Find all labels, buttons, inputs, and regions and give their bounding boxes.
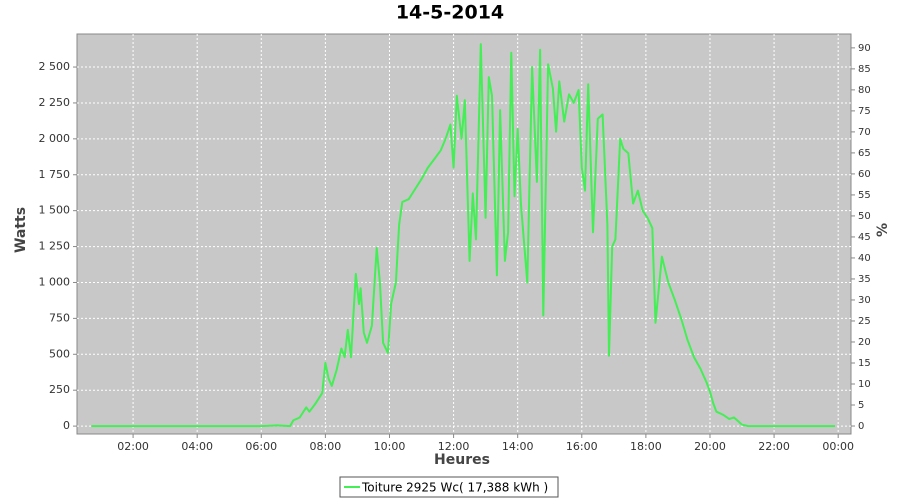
y2-axis-title: % [875, 223, 891, 237]
y-tick-label: 750 [49, 311, 70, 324]
y2-tick-label: 85 [858, 64, 871, 75]
y-tick-label: 2 500 [39, 60, 71, 73]
y2-tick-label: 15 [858, 358, 871, 369]
y2-tick-label: 60 [858, 169, 871, 180]
x-tick-label: 04:00 [181, 440, 213, 453]
legend [339, 476, 559, 498]
y-tick-label: 0 [63, 419, 70, 432]
y-tick-label: 250 [49, 383, 70, 396]
x-tick-label: 00:00 [822, 440, 854, 453]
x-tick-label: 22:00 [758, 440, 790, 453]
y2-tick-label: 50 [858, 211, 871, 222]
chart-title: 14-5-2014 [396, 2, 504, 24]
y2-tick-label: 80 [858, 85, 871, 96]
y2-tick-label: 40 [858, 253, 871, 264]
x-tick-label: 14:00 [502, 440, 534, 453]
legend-label: Toiture 2925 Wc( 17,388 kWh ) [361, 481, 548, 495]
x-tick-label: 02:00 [117, 440, 149, 453]
y2-tick-label: 30 [858, 295, 871, 306]
x-tick-label: 10:00 [374, 440, 406, 453]
y2-tick-label: 65 [858, 148, 871, 159]
x-tick-label: 12:00 [438, 440, 470, 453]
y2-tick-label: 10 [858, 379, 871, 390]
y-tick-label: 2 000 [39, 132, 71, 145]
x-tick-label: 06:00 [245, 440, 277, 453]
x-axis-title: Heures [434, 452, 490, 468]
y2-tick-label: 90 [858, 43, 871, 54]
y2-tick-label: 0 [858, 421, 864, 432]
y2-tick-label: 25 [858, 316, 871, 327]
y2-tick-label: 75 [858, 106, 871, 117]
x-tick-label: 08:00 [310, 440, 342, 453]
y-axis-title: Watts [13, 207, 29, 253]
data-line [91, 43, 835, 428]
y-tick-label: 500 [49, 347, 70, 360]
plot-area [76, 33, 852, 435]
y-tick-label: 1 000 [39, 275, 71, 288]
x-tick-label: 16:00 [566, 440, 598, 453]
y2-tick-label: 45 [858, 232, 871, 243]
y2-tick-label: 5 [858, 400, 864, 411]
x-tick-label: 18:00 [630, 440, 662, 453]
y2-tick-label: 35 [858, 274, 871, 285]
y-tick-label: 1 500 [39, 204, 71, 217]
y-tick-label: 1 250 [39, 240, 71, 253]
y2-tick-label: 20 [858, 337, 871, 348]
y2-tick-label: 55 [858, 190, 871, 201]
x-tick-label: 20:00 [694, 440, 726, 453]
y-tick-label: 2 250 [39, 96, 71, 109]
y2-tick-label: 70 [858, 127, 871, 138]
y-tick-label: 1 750 [39, 168, 71, 181]
